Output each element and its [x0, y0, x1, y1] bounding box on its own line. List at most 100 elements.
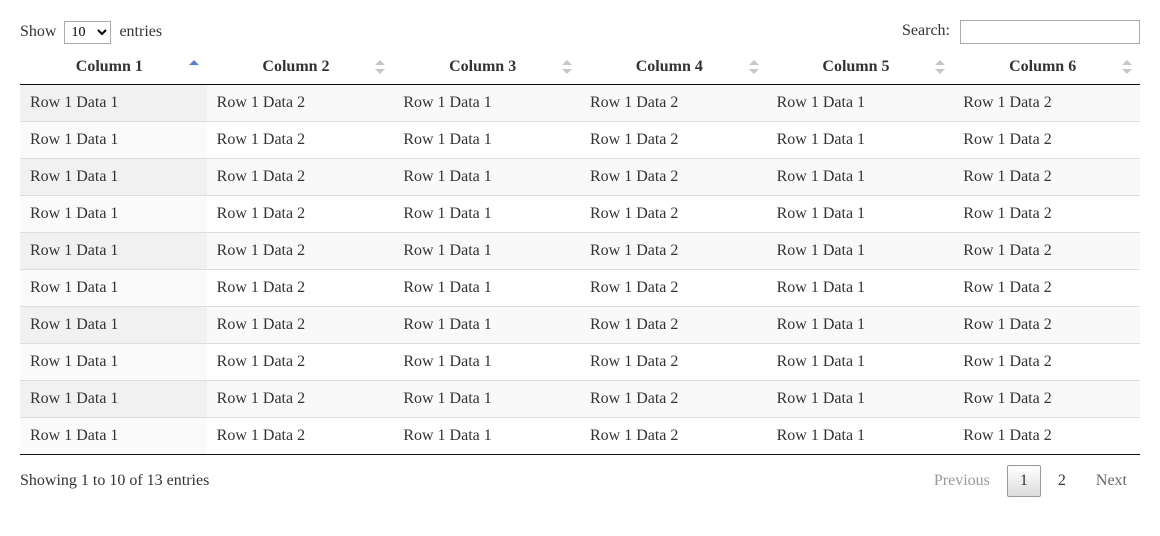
table-cell: Row 1 Data 1 — [767, 159, 954, 196]
table-cell: Row 1 Data 2 — [580, 122, 767, 159]
column-header-label: Column 2 — [262, 58, 329, 75]
table-cell: Row 1 Data 1 — [767, 270, 954, 307]
table-cell: Row 1 Data 2 — [207, 381, 394, 418]
table-cell: Row 1 Data 2 — [207, 270, 394, 307]
search-control: Search: — [902, 20, 1140, 44]
table-cell: Row 1 Data 1 — [393, 307, 580, 344]
table-cell: Row 1 Data 2 — [953, 122, 1140, 159]
datatable-wrapper: Show 102550100 entries Search: Column 1C… — [20, 20, 1140, 497]
column-header[interactable]: Column 5 — [767, 50, 954, 85]
column-header[interactable]: Column 1 — [20, 50, 207, 85]
table-cell: Row 1 Data 1 — [393, 196, 580, 233]
table-row: Row 1 Data 1Row 1 Data 2Row 1 Data 1Row … — [20, 270, 1140, 307]
table-cell: Row 1 Data 2 — [953, 344, 1140, 381]
table-cell: Row 1 Data 1 — [767, 233, 954, 270]
table-cell: Row 1 Data 2 — [580, 270, 767, 307]
table-cell: Row 1 Data 2 — [580, 344, 767, 381]
table-cell: Row 1 Data 2 — [953, 307, 1140, 344]
table-row: Row 1 Data 1Row 1 Data 2Row 1 Data 1Row … — [20, 344, 1140, 381]
table-cell: Row 1 Data 1 — [767, 122, 954, 159]
page-button[interactable]: 2 — [1045, 465, 1079, 497]
table-cell: Row 1 Data 2 — [207, 307, 394, 344]
page-button[interactable]: 1 — [1007, 465, 1041, 497]
table-cell: Row 1 Data 1 — [20, 344, 207, 381]
table-cell: Row 1 Data 2 — [953, 270, 1140, 307]
table-cell: Row 1 Data 1 — [393, 159, 580, 196]
table-cell: Row 1 Data 2 — [580, 418, 767, 455]
table-cell: Row 1 Data 1 — [393, 270, 580, 307]
sort-icon — [749, 60, 759, 74]
table-header-row: Column 1 Column 2 Column 3 Column 4 Column 5… — [20, 50, 1140, 85]
table-row: Row 1 Data 1Row 1 Data 2Row 1 Data 1Row … — [20, 233, 1140, 270]
sort-icon — [375, 60, 385, 74]
table-cell: Row 1 Data 1 — [767, 418, 954, 455]
table-cell: Row 1 Data 1 — [767, 196, 954, 233]
column-header-label: Column 3 — [449, 58, 516, 75]
column-header-label: Column 1 — [76, 58, 143, 75]
table-cell: Row 1 Data 1 — [20, 233, 207, 270]
table-row: Row 1 Data 1Row 1 Data 2Row 1 Data 1Row … — [20, 85, 1140, 122]
table-cell: Row 1 Data 1 — [393, 233, 580, 270]
table-cell: Row 1 Data 2 — [207, 85, 394, 122]
table-cell: Row 1 Data 2 — [580, 196, 767, 233]
table-cell: Row 1 Data 1 — [20, 270, 207, 307]
previous-button: Previous — [921, 465, 1003, 497]
table-cell: Row 1 Data 2 — [580, 381, 767, 418]
table-cell: Row 1 Data 1 — [767, 381, 954, 418]
table-cell: Row 1 Data 2 — [953, 418, 1140, 455]
datatable-top-bar: Show 102550100 entries Search: — [20, 20, 1140, 44]
table-cell: Row 1 Data 2 — [580, 233, 767, 270]
column-header[interactable]: Column 6 — [953, 50, 1140, 85]
table-cell: Row 1 Data 2 — [580, 85, 767, 122]
next-button[interactable]: Next — [1083, 465, 1140, 497]
table-head: Column 1 Column 2 Column 3 Column 4 Column 5… — [20, 50, 1140, 85]
table-cell: Row 1 Data 1 — [20, 307, 207, 344]
show-label: Show — [20, 23, 56, 40]
table-cell: Row 1 Data 2 — [953, 381, 1140, 418]
column-header[interactable]: Column 4 — [580, 50, 767, 85]
table-info: Showing 1 to 10 of 13 entries — [20, 472, 209, 490]
column-header[interactable]: Column 3 — [393, 50, 580, 85]
column-header-label: Column 6 — [1009, 58, 1076, 75]
table-cell: Row 1 Data 2 — [207, 418, 394, 455]
table-cell: Row 1 Data 2 — [953, 233, 1140, 270]
table-cell: Row 1 Data 1 — [20, 122, 207, 159]
table-cell: Row 1 Data 2 — [580, 159, 767, 196]
search-input[interactable] — [960, 20, 1140, 44]
sort-icon — [1122, 60, 1132, 74]
table-cell: Row 1 Data 1 — [393, 381, 580, 418]
length-control: Show 102550100 entries — [20, 21, 162, 44]
table-row: Row 1 Data 1Row 1 Data 2Row 1 Data 1Row … — [20, 159, 1140, 196]
data-table: Column 1 Column 2 Column 3 Column 4 Column 5… — [20, 50, 1140, 455]
column-header[interactable]: Column 2 — [207, 50, 394, 85]
table-row: Row 1 Data 1Row 1 Data 2Row 1 Data 1Row … — [20, 122, 1140, 159]
sort-icon — [935, 60, 945, 74]
table-row: Row 1 Data 1Row 1 Data 2Row 1 Data 1Row … — [20, 196, 1140, 233]
table-cell: Row 1 Data 2 — [953, 159, 1140, 196]
column-header-label: Column 5 — [822, 58, 889, 75]
table-cell: Row 1 Data 1 — [393, 122, 580, 159]
table-cell: Row 1 Data 2 — [953, 196, 1140, 233]
datatable-bottom-bar: Showing 1 to 10 of 13 entries Previous12… — [20, 465, 1140, 497]
table-cell: Row 1 Data 2 — [207, 196, 394, 233]
table-cell: Row 1 Data 2 — [207, 344, 394, 381]
table-cell: Row 1 Data 2 — [207, 233, 394, 270]
table-cell: Row 1 Data 1 — [20, 418, 207, 455]
length-select[interactable]: 102550100 — [64, 21, 111, 44]
table-body: Row 1 Data 1Row 1 Data 2Row 1 Data 1Row … — [20, 85, 1140, 455]
table-cell: Row 1 Data 2 — [580, 307, 767, 344]
pagination: Previous12Next — [921, 465, 1140, 497]
table-cell: Row 1 Data 2 — [207, 159, 394, 196]
table-cell: Row 1 Data 1 — [767, 344, 954, 381]
column-header-label: Column 4 — [636, 58, 703, 75]
table-row: Row 1 Data 1Row 1 Data 2Row 1 Data 1Row … — [20, 381, 1140, 418]
table-cell: Row 1 Data 1 — [20, 381, 207, 418]
table-cell: Row 1 Data 2 — [953, 85, 1140, 122]
search-label: Search: — [902, 22, 950, 39]
table-cell: Row 1 Data 1 — [393, 418, 580, 455]
table-cell: Row 1 Data 1 — [20, 85, 207, 122]
entries-label: entries — [119, 23, 162, 40]
sort-icon — [562, 60, 572, 74]
table-row: Row 1 Data 1Row 1 Data 2Row 1 Data 1Row … — [20, 418, 1140, 455]
table-row: Row 1 Data 1Row 1 Data 2Row 1 Data 1Row … — [20, 307, 1140, 344]
